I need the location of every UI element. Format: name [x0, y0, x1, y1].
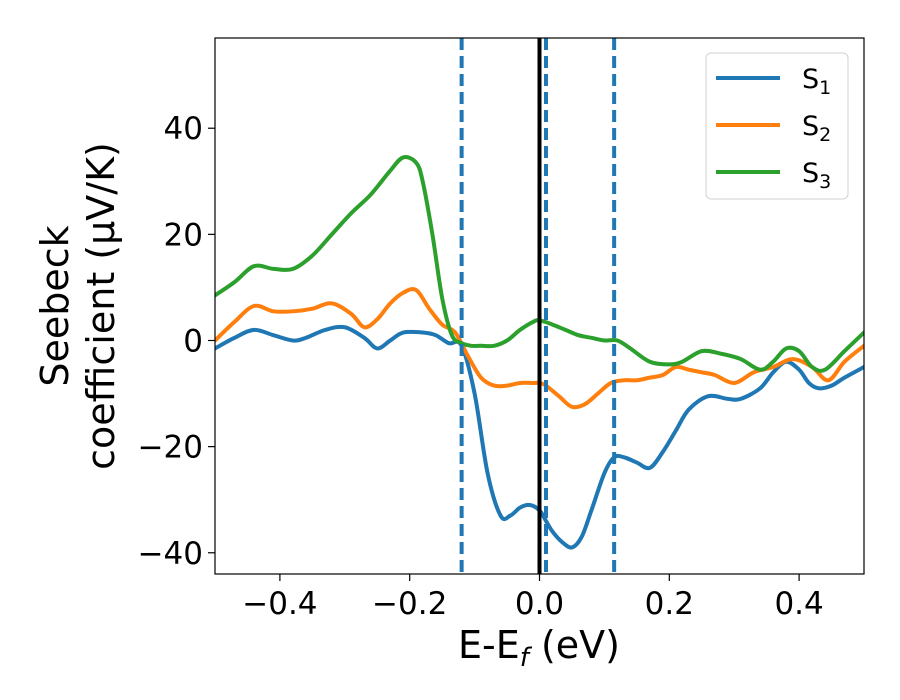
- y-axis-title-line2: coefficient (μV/K): [79, 142, 123, 470]
- y-tick-label: 40: [164, 111, 203, 147]
- x-axis-title: E-Ef (eV): [458, 623, 620, 673]
- x-tick-label: −0.2: [372, 586, 447, 622]
- legend-label-s3: S3: [802, 158, 831, 193]
- x-tick-label: 0.4: [774, 586, 823, 622]
- x-axis-title-unit: (eV): [529, 623, 620, 667]
- legend: S1 S2 S3: [705, 52, 849, 200]
- y-tick-label: −40: [138, 536, 203, 572]
- series-line-s3: [215, 155, 864, 373]
- legend-label-s1-sub: 1: [819, 77, 831, 99]
- legend-label-s3-sub: 3: [819, 171, 831, 193]
- x-tick-label: 0.2: [645, 586, 694, 622]
- x-axis-title-main: E-E: [458, 623, 520, 667]
- legend-label-s2-sub: 2: [819, 124, 831, 146]
- y-tick-label: 0: [183, 323, 203, 359]
- vline-layer: [459, 38, 617, 574]
- y-tick-label: 20: [164, 217, 203, 253]
- legend-label-s2-main: S: [802, 111, 819, 142]
- y-axis-ticks: −40 −20 0 20 40: [138, 111, 215, 572]
- y-axis-title: Seebeck coefficient (μV/K): [33, 142, 123, 470]
- y-tick-label: −20: [138, 430, 203, 466]
- legend-label-s2: S2: [802, 111, 831, 146]
- x-tick-label: 0.0: [515, 586, 564, 622]
- x-tick-label: −0.4: [242, 586, 317, 622]
- y-axis-title-line1: Seebeck: [33, 225, 77, 386]
- legend-label-s1-main: S: [802, 64, 819, 95]
- x-axis-ticks: −0.4 −0.2 0.0 0.2 0.4: [242, 574, 824, 622]
- legend-label-s3-main: S: [802, 158, 819, 189]
- series-line-s1: [215, 324, 864, 550]
- legend-label-s1: S1: [802, 64, 831, 99]
